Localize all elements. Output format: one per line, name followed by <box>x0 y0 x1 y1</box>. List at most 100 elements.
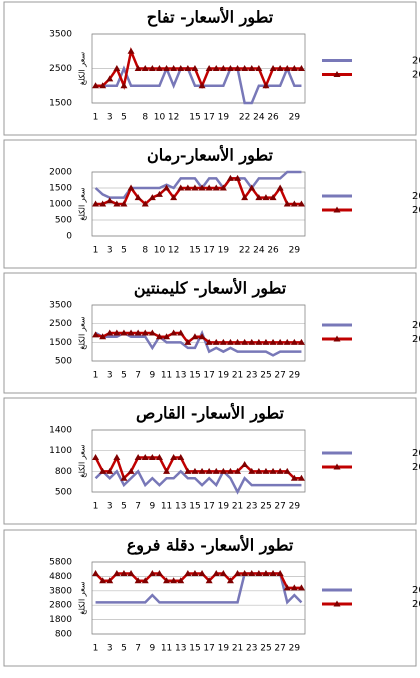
point-marker <box>127 329 135 336</box>
x-tick-label: 15 <box>189 502 200 512</box>
point-marker <box>241 194 249 201</box>
x-tick-label: 23 <box>246 502 257 512</box>
point-marker <box>212 467 220 474</box>
y-tick-label: 800 <box>55 630 72 640</box>
point-marker <box>99 200 107 207</box>
y-axis-label: سعر الكلغ <box>78 51 87 85</box>
point-marker <box>290 200 298 207</box>
chart-panel: تطور الأسعار-رمان 0 500 1000 1500 2000 سعر الك… <box>3 139 420 269</box>
legend-marker <box>333 463 341 470</box>
point-marker <box>262 194 270 201</box>
x-tick-label: 9 <box>149 371 155 381</box>
point-marker <box>177 184 185 191</box>
point-marker <box>297 65 305 71</box>
y-tick-label: 2000 <box>49 168 72 178</box>
legend-marker <box>333 206 341 213</box>
point-marker <box>248 467 256 474</box>
point-marker <box>297 474 305 481</box>
point-marker <box>198 82 206 89</box>
point-marker <box>205 65 213 71</box>
x-tick-label: 24 <box>253 113 265 123</box>
point-marker <box>191 184 199 191</box>
point-marker <box>241 65 249 71</box>
x-tick-label: 17 <box>203 246 214 256</box>
point-marker <box>255 570 263 577</box>
y-tick-label: 2500 <box>49 319 72 329</box>
chart-title: تطور الأسعار- تفاح <box>147 7 274 28</box>
point-marker <box>92 200 100 207</box>
point-marker <box>262 570 270 577</box>
y-axis-label: سعر الكلغ <box>78 444 87 478</box>
y-tick-label: 1500 <box>49 184 72 194</box>
series-line <box>94 469 302 495</box>
point-marker <box>170 454 178 461</box>
point-marker <box>205 184 213 191</box>
point-marker <box>127 47 135 54</box>
x-tick-label: 3 <box>107 113 113 123</box>
point-marker <box>141 577 149 584</box>
point-marker <box>241 570 249 577</box>
point-marker <box>120 474 128 481</box>
x-tick-label: 17 <box>203 371 214 381</box>
point-marker <box>134 454 142 461</box>
point-marker <box>141 65 149 71</box>
x-tick-label: 8 <box>142 113 148 123</box>
point-marker <box>141 200 149 207</box>
point-marker <box>219 570 227 577</box>
x-tick-label: 25 <box>260 644 271 654</box>
x-tick-label: 13 <box>175 502 186 512</box>
point-marker <box>219 338 227 345</box>
y-tick-label: 1100 <box>49 446 72 456</box>
x-tick-label: 29 <box>289 644 301 654</box>
point-marker <box>113 329 121 336</box>
point-marker <box>177 577 185 584</box>
x-tick-label: 19 <box>218 644 230 654</box>
point-marker <box>134 577 142 584</box>
x-tick-label: 17 <box>203 113 214 123</box>
y-tick-label: 1000 <box>49 200 72 210</box>
point-marker <box>290 584 298 591</box>
x-tick-label: 3 <box>107 502 113 512</box>
x-tick-label: 7 <box>135 371 141 381</box>
point-marker <box>283 200 291 207</box>
point-marker <box>297 200 305 207</box>
y-tick-label: 500 <box>55 488 72 498</box>
legend-label: السعر 2017 <box>412 334 420 345</box>
x-tick-label: 3 <box>107 371 113 381</box>
x-tick-label: 8 <box>142 246 148 256</box>
x-tick-label: 5 <box>121 644 127 654</box>
point-marker <box>106 577 114 584</box>
x-tick-label: 10 <box>154 113 166 123</box>
chart-panel: تطور الأسعار- القارص 500 800 1100 1400 سعر ال… <box>3 397 420 525</box>
point-marker <box>106 197 114 204</box>
point-marker <box>234 467 242 474</box>
x-tick-label: 1 <box>93 113 99 123</box>
point-marker <box>177 329 185 336</box>
x-tick-label: 5 <box>121 246 127 256</box>
point-marker <box>106 467 114 474</box>
point-marker <box>212 184 220 191</box>
point-marker <box>92 570 100 577</box>
x-tick-label: 13 <box>175 371 186 381</box>
point-marker <box>234 174 242 181</box>
point-marker <box>170 65 178 71</box>
y-tick-label: 1500 <box>49 338 72 348</box>
chart-panel: تطور الأسعار- تفاح 1500 2500 3500 سعر الكلغ 1… <box>3 1 420 136</box>
y-tick-label: 1500 <box>49 99 72 109</box>
x-tick-label: 1 <box>93 644 99 654</box>
x-tick-label: 21 <box>232 644 243 654</box>
point-marker <box>248 570 256 577</box>
plot-area <box>91 304 306 362</box>
x-tick-label: 11 <box>161 371 172 381</box>
x-tick-label: 5 <box>121 371 127 381</box>
point-marker <box>163 467 171 474</box>
point-marker <box>241 338 249 345</box>
point-marker <box>155 570 163 577</box>
x-tick-label: 15 <box>189 113 200 123</box>
y-tick-label: 1800 <box>49 615 72 625</box>
legend-label: السعر 2016 <box>412 585 420 596</box>
plot-area <box>91 171 306 237</box>
chart-panel: تطور الأسعار- دقلة فروع 800 1800 2800 3800 48… <box>3 529 420 667</box>
x-tick-label: 12 <box>168 246 179 256</box>
x-tick-label: 19 <box>218 371 230 381</box>
